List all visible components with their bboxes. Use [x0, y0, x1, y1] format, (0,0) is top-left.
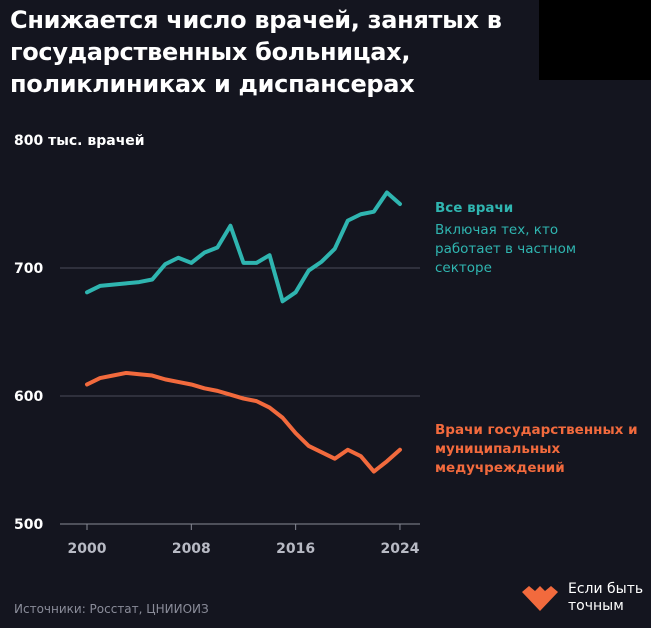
series-line-1 [85, 370, 402, 474]
corner-block [539, 0, 651, 80]
y-tick-label: 700 [14, 261, 43, 277]
x-tick-label: 2024 [380, 541, 419, 557]
heart-logo-icon [522, 586, 558, 611]
series-label-all: Все врачи [435, 200, 514, 216]
x-tick-label: 2000 [68, 541, 107, 557]
source-note: Источники: Росстат, ЦНИИОИЗ [14, 602, 209, 616]
series-line-0 [85, 190, 402, 304]
brand-line1: Если быть [568, 581, 644, 597]
x-tick-label: 2008 [172, 541, 211, 557]
y-tick-label: 500 [14, 517, 43, 533]
series-note-all: Включая тех, кто работает в частном сект… [435, 222, 577, 276]
y-tick-label: 800 тыс. врачей [14, 133, 145, 149]
series-label-public: Врачи государственных и муниципальных ме… [435, 422, 638, 476]
x-tick-label: 2016 [276, 541, 315, 557]
brand-logo: Если быть точным [522, 581, 643, 615]
brand-line2: точным [568, 598, 624, 614]
chart-title: Снижается число врачей, занятых в госуда… [10, 6, 502, 98]
y-tick-label: 600 [14, 389, 43, 405]
